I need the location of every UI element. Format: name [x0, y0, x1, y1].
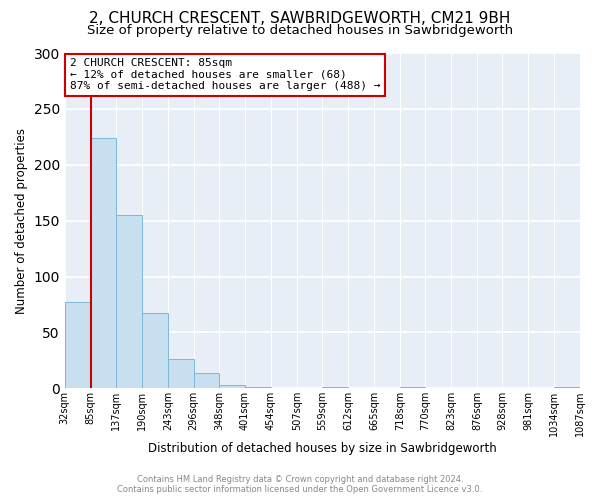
Text: 2, CHURCH CRESCENT, SAWBRIDGEWORTH, CM21 9BH: 2, CHURCH CRESCENT, SAWBRIDGEWORTH, CM21…	[89, 11, 511, 26]
Text: 2 CHURCH CRESCENT: 85sqm
← 12% of detached houses are smaller (68)
87% of semi-d: 2 CHURCH CRESCENT: 85sqm ← 12% of detach…	[70, 58, 380, 91]
Y-axis label: Number of detached properties: Number of detached properties	[15, 128, 28, 314]
Bar	[400, 387, 425, 388]
Bar	[116, 215, 142, 388]
Bar	[65, 302, 91, 388]
Text: Contains HM Land Registry data © Crown copyright and database right 2024.
Contai: Contains HM Land Registry data © Crown c…	[118, 474, 482, 494]
Text: Size of property relative to detached houses in Sawbridgeworth: Size of property relative to detached ho…	[87, 24, 513, 37]
Bar	[322, 387, 348, 388]
Bar	[142, 314, 168, 388]
Bar	[168, 359, 194, 388]
X-axis label: Distribution of detached houses by size in Sawbridgeworth: Distribution of detached houses by size …	[148, 442, 497, 455]
Bar	[219, 385, 245, 388]
Bar	[245, 387, 271, 388]
Bar	[194, 372, 219, 388]
Bar	[91, 138, 116, 388]
Bar	[554, 387, 580, 388]
